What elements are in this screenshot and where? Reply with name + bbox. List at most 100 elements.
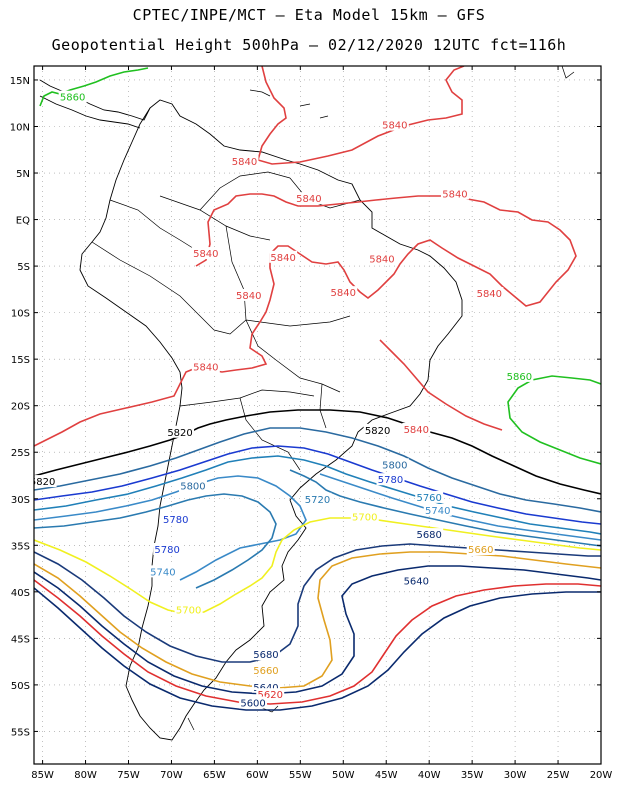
lat-tick-label: 40S [11,588,30,599]
contour-label-5760: 5760 [416,493,441,504]
contour-label-5800: 5800 [382,460,407,471]
lat-tick-label: 55S [11,727,30,738]
contour-label-bg [402,422,431,435]
chart-title-line2: Geopotential Height 500hPa – 02/12/2020 … [51,36,567,54]
lat-tick-label: 25S [11,448,30,459]
contour-label-5860: 5860 [60,93,85,104]
contour-label-5840: 5840 [193,249,218,260]
contour-label-bg [239,696,268,709]
contour-label-5820: 5820 [167,428,192,439]
contour-5700 [34,517,601,615]
lon-tick-label: 40W [418,770,441,781]
contour-label-bg [161,513,190,526]
contour-label-5740: 5740 [150,567,175,578]
contour-label-5660: 5660 [468,545,493,556]
lat-tick-label: EQ [16,216,30,227]
contour-5660 [34,551,601,689]
contour-label-5600: 5600 [240,699,265,710]
contour-label-5720: 5720 [305,495,330,506]
contour-label-bg [376,473,405,486]
contour-5800 [34,427,601,513]
chart-title-line1: CPTEC/INPE/MCT – Eta Model 15km – GFS [132,6,486,24]
contour-label-bg [166,425,195,438]
lon-tick-label: 55W [289,770,312,781]
contour-label-bg [415,490,444,503]
lon-tick-label: 50W [332,770,355,781]
contour-label-5820: 5820 [365,426,390,437]
contour-label-5840: 5840 [369,255,394,266]
contour-5600 [34,587,601,711]
lon-tick-label: 85W [31,770,54,781]
contour-5840-north [257,66,465,165]
lon-tick-label: 65W [203,770,226,781]
coastlines-borders [39,66,575,741]
contour-label-bg [303,492,332,505]
country-borders [91,171,361,471]
contour-label-bg [367,252,396,265]
contour-5640 [34,565,601,695]
contour-5740-east [319,473,601,541]
contour-5820 [34,409,601,495]
contour-5860-east [507,375,601,465]
contour-labels: 5860 5840 5840 5840 5840 5840 5840 5840 5840 5840… [34,90,534,710]
contour-label-bg [191,360,220,373]
contour-5620 [34,579,601,705]
contour-label-5840: 5840 [442,190,467,201]
contour-label-bg [251,648,280,661]
central-america-coastline [39,79,151,129]
contour-label-bg [415,528,444,541]
contour-5760 [34,455,601,535]
axis-ticks: 15N10N5NEQ5S10S15S20S25S30S35S40S45S50S5… [10,66,613,781]
contour-label-bg [148,565,177,578]
lon-tick-label: 30W [504,770,527,781]
lat-tick-label: 35S [11,541,30,552]
lat-tick-label: 20S [11,402,30,413]
contour-label-bg [350,510,379,523]
contour-label-5840: 5840 [270,253,295,264]
contour-label-bg [380,458,409,471]
contour-label-5840: 5840 [331,288,356,299]
contour-label-bg [234,288,263,301]
grid-lines [34,66,602,764]
contour-label-bg [294,192,323,205]
contour-label-bg [329,286,358,299]
lon-tick-label: 25W [547,770,570,781]
map-frame [33,65,602,765]
lat-tick-label: 15N [10,76,30,87]
lon-tick-label: 20W [590,770,613,781]
contour-label-bg [230,154,259,167]
lat-tick-label: 5S [17,262,30,273]
contour-label-bg [423,503,452,516]
contour-label-5700: 5700 [352,512,377,523]
contour-label-5840: 5840 [236,291,261,302]
contour-label-bg [505,369,534,382]
contour-label-bg [269,250,298,263]
contour-label-5620: 5620 [258,690,283,701]
lon-tick-label: 75W [117,770,140,781]
contour-label-5780: 5780 [154,545,179,556]
lon-tick-label: 70W [160,770,183,781]
contour-5740 [34,475,307,581]
lat-tick-label: 15S [11,355,30,366]
south-america-coastline [79,99,463,741]
contour-label-bg [178,479,207,492]
lat-tick-label: 50S [11,681,30,692]
contour-5780 [34,445,601,525]
contour-label-5780: 5780 [163,515,188,526]
contour-label-5860: 5860 [507,372,532,383]
lat-tick-label: 10S [11,309,30,320]
contour-label-5800: 5800 [180,482,205,493]
lon-tick-label: 60W [246,770,269,781]
contour-label-bg [191,247,220,260]
lat-tick-label: 30S [11,495,30,506]
contour-label-5660: 5660 [253,666,278,677]
contour-label-bg [34,475,57,488]
contour-label-bg [153,543,182,556]
contour-5860-nw [39,67,149,107]
lat-tick-label: 10N [10,122,30,133]
contours [34,66,601,711]
contour-label-5840: 5840 [296,194,321,205]
contour-label-bg [402,574,431,587]
contour-label-bg [380,118,409,131]
